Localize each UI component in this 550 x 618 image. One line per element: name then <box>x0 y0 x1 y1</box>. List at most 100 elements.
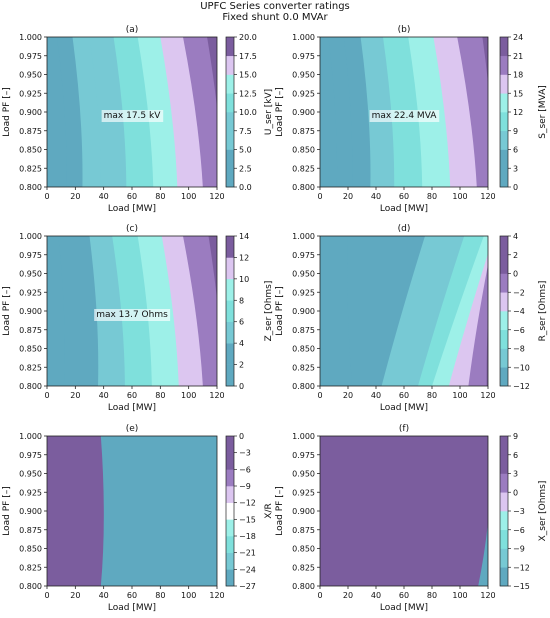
colorbar-tick-label: 17.5 <box>239 52 257 61</box>
y-tick-label: 0.800 <box>19 382 42 391</box>
y-axis-label: Load PF [–] <box>2 286 12 335</box>
colorbar-label: S_ser [MVA] <box>538 85 548 139</box>
y-tick-label: 0.950 <box>292 270 315 279</box>
contour-bands <box>47 436 217 586</box>
colorbar-segment <box>500 329 508 349</box>
x-tick-label: 100 <box>452 391 467 400</box>
max-annotation: max 22.4 MVA <box>372 111 438 121</box>
x-tick-label: 120 <box>480 591 495 600</box>
colorbar-tick-label: 15 <box>513 89 523 98</box>
y-axis-label: Load PF [–] <box>2 87 12 136</box>
colorbar: −27 −24 −21 −18 −15 −12 −9 −6 −3 0 X/R <box>225 432 274 591</box>
colorbar-segment <box>500 55 508 75</box>
x-tick-label: 80 <box>427 591 437 600</box>
colorbar-tick-label: 10.0 <box>239 108 257 117</box>
panel-4: 0 20 40 60 80 100 120 0.800 0.825 0.850 0.875 0.900… <box>2 424 274 613</box>
colorbar-segment <box>226 502 234 520</box>
colorbar-tick-label: −9 <box>513 545 525 554</box>
panel-1: 0 20 40 60 80 100 1200.8000.8250.8500.8750.900… <box>275 25 548 214</box>
panel-label: (e) <box>126 424 139 434</box>
x-tick-label: 100 <box>181 591 196 600</box>
y-tick-label: 0.900 <box>292 507 315 516</box>
x-tick-label: 60 <box>127 591 137 600</box>
x-axis-label: Load [MW] <box>380 403 428 413</box>
x-axis-label: Load [MW] <box>108 204 156 214</box>
colorbar-segment <box>226 37 234 57</box>
colorbar-tick-label: −18 <box>239 532 256 541</box>
x-axis-label: Load [MW] <box>108 603 156 613</box>
panel-label: (f) <box>399 424 409 434</box>
y-tick-label: 0.900 <box>19 307 42 316</box>
colorbar-segment <box>226 486 234 503</box>
x-tick-label: 80 <box>427 391 437 400</box>
colorbar: −12 −10 −8 −6 −4 −2 0 2 4 R_ser [Ohms] <box>499 232 548 391</box>
colorbar-tick-label: 12 <box>239 253 249 262</box>
x-tick-label: 80 <box>155 391 165 400</box>
colorbar-tick-label: 18 <box>513 71 523 80</box>
y-tick-label: 0.850 <box>292 146 315 155</box>
colorbar-tick-label: 2 <box>513 251 518 260</box>
colorbar-segment <box>226 436 234 453</box>
colorbar-tick-label: −15 <box>513 582 530 591</box>
colorbar-tick-label: −9 <box>239 482 251 491</box>
y-tick-label: 0.825 <box>19 363 42 372</box>
colorbar-segment <box>226 257 234 280</box>
colorbar-segment <box>500 292 508 312</box>
colorbar-segment <box>226 149 234 169</box>
y-tick-label: 0.875 <box>19 326 42 335</box>
colorbar-segment <box>226 469 234 487</box>
y-axis-label: Load PF [–] <box>2 486 12 535</box>
colorbar-tick-label: 0 <box>513 270 518 279</box>
panel-0: 0 20 40 60 80 100 120 0.800 0.825 0.850 0.875 0.900… <box>2 25 274 214</box>
figure-title: UPFC Series converter ratings <box>200 1 350 12</box>
colorbar-segment <box>500 436 508 456</box>
y-tick-label: 0.800 <box>292 382 315 391</box>
y-axis-label: Load PF [–] <box>275 87 285 136</box>
contour-band <box>47 37 67 187</box>
y-tick-label: 1.000 <box>292 33 315 42</box>
y-tick-label: 0.850 <box>19 146 42 155</box>
y-tick-label: 0.925 <box>19 488 42 497</box>
colorbar-segment <box>500 254 508 274</box>
colorbar-segment <box>226 364 234 387</box>
colorbar-tick-label: 21 <box>513 52 523 61</box>
colorbar-label: X/R <box>264 503 274 518</box>
y-tick-label: 0.975 <box>292 251 315 260</box>
colorbar-tick-label: −3 <box>513 507 525 516</box>
colorbar-tick-label: 0 <box>513 488 518 497</box>
colorbar-tick-label: −27 <box>239 582 256 591</box>
colorbar-segment <box>500 273 508 293</box>
colorbar: 0 2 4 6 8 10 12 14 Z_ser [Ohms] <box>225 232 274 391</box>
y-tick-label: 0.950 <box>19 71 42 80</box>
colorbar: −15 −12 −9 −6 −3 0 3 6 9 X_ser [Ohms] <box>499 432 548 591</box>
colorbar-tick-label: 6 <box>513 451 518 460</box>
colorbar-segment <box>500 37 508 57</box>
contour-band <box>320 37 338 187</box>
y-tick-label: 0.925 <box>19 89 42 98</box>
colorbar-segment <box>500 348 508 368</box>
colorbar-label: U_ser [kV] <box>264 89 274 135</box>
y-tick-label: 0.800 <box>19 582 42 591</box>
colorbar-tick-label: −8 <box>513 345 525 354</box>
y-tick-label: 1.000 <box>19 432 42 441</box>
x-tick-label: 0 <box>317 192 322 201</box>
colorbar-segment <box>226 130 234 150</box>
colorbar-segment <box>226 519 234 537</box>
x-tick-label: 20 <box>70 192 80 201</box>
x-tick-label: 80 <box>155 591 165 600</box>
x-tick-label: 40 <box>99 192 109 201</box>
y-tick-label: 0.825 <box>19 164 42 173</box>
colorbar-tick-label: 12.5 <box>239 89 257 98</box>
colorbar-label: R_ser [Ohms] <box>538 281 548 342</box>
y-tick-label: 0.875 <box>292 526 315 535</box>
colorbar-tick-label: 3 <box>513 470 518 479</box>
colorbar-tick-label: 20.0 <box>239 33 257 42</box>
colorbar-tick-label: 0.0 <box>239 183 252 192</box>
y-tick-label: 0.825 <box>292 363 315 372</box>
colorbar-segment <box>500 473 508 493</box>
y-tick-label: 0.850 <box>19 345 42 354</box>
y-tick-label: 0.850 <box>292 345 315 354</box>
y-tick-label: 0.925 <box>292 89 315 98</box>
y-tick-label: 0.875 <box>292 326 315 335</box>
x-tick-label: 120 <box>209 192 224 201</box>
